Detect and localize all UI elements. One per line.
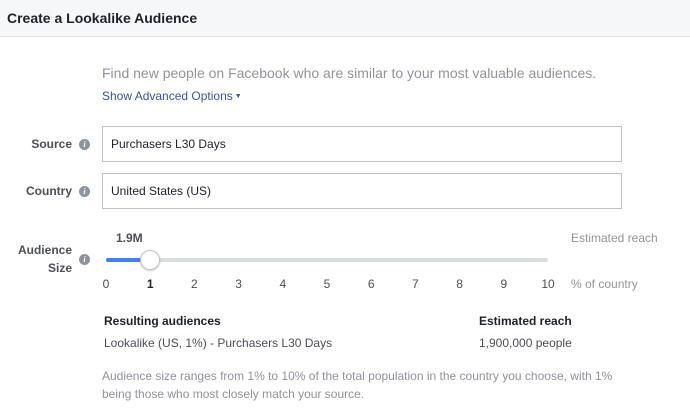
info-icon[interactable]: i [79, 139, 90, 150]
resulting-audience-name: Lookalike (US, 1%) - Purchasers L30 Days [104, 336, 333, 350]
country-input[interactable] [102, 173, 622, 209]
estimated-reach-header: Estimated reach [479, 314, 572, 328]
audience-size-slider-track[interactable] [106, 258, 548, 262]
slider-tick-label: 5 [323, 277, 331, 291]
slider-tick-label: 1 [146, 277, 154, 291]
audience-size-label-line2: Size [47, 261, 72, 275]
source-label: Source [31, 137, 72, 151]
country-label: Country [26, 184, 72, 198]
resulting-audience-reach: 1,900,000 people [479, 336, 572, 350]
intro-text: Find new people on Facebook who are simi… [102, 65, 597, 81]
caret-down-icon: ▼ [234, 93, 242, 100]
slider-tick-label: 6 [367, 277, 375, 291]
slider-tick-label: 0 [102, 277, 110, 291]
audience-size-footnote: Audience size ranges from 1% to 10% of t… [102, 369, 613, 401]
slider-tick-label: 8 [456, 277, 463, 291]
dialog-title: Create a Lookalike Audience [7, 10, 198, 26]
audience-size-slider-handle[interactable] [140, 250, 161, 270]
audience-size-slider-fill [106, 258, 151, 262]
slider-tick-label: 4 [279, 277, 287, 291]
slider-tick-label: 7 [412, 277, 419, 291]
slider-tick-label: 2 [191, 277, 198, 291]
dialog-header: Create a Lookalike Audience [0, 0, 690, 37]
audience-size-value: 1.9M [116, 231, 143, 245]
advanced-options-label: Show Advanced Options [102, 89, 233, 103]
show-advanced-options-link[interactable]: Show Advanced Options ▼ [102, 89, 242, 103]
resulting-audiences-header: Resulting audiences [104, 314, 221, 328]
info-icon[interactable]: i [79, 254, 90, 265]
estimated-reach-label: Estimated reach [571, 231, 658, 245]
info-icon[interactable]: i [79, 186, 90, 197]
slider-tick-label: 10 [541, 277, 555, 291]
slider-tick-label: 3 [235, 277, 242, 291]
slider-tick-label: 9 [500, 277, 508, 291]
audience-size-label-line1: Audience [17, 243, 72, 257]
source-input[interactable] [102, 126, 622, 162]
percent-of-country-label: % of country [571, 277, 638, 291]
